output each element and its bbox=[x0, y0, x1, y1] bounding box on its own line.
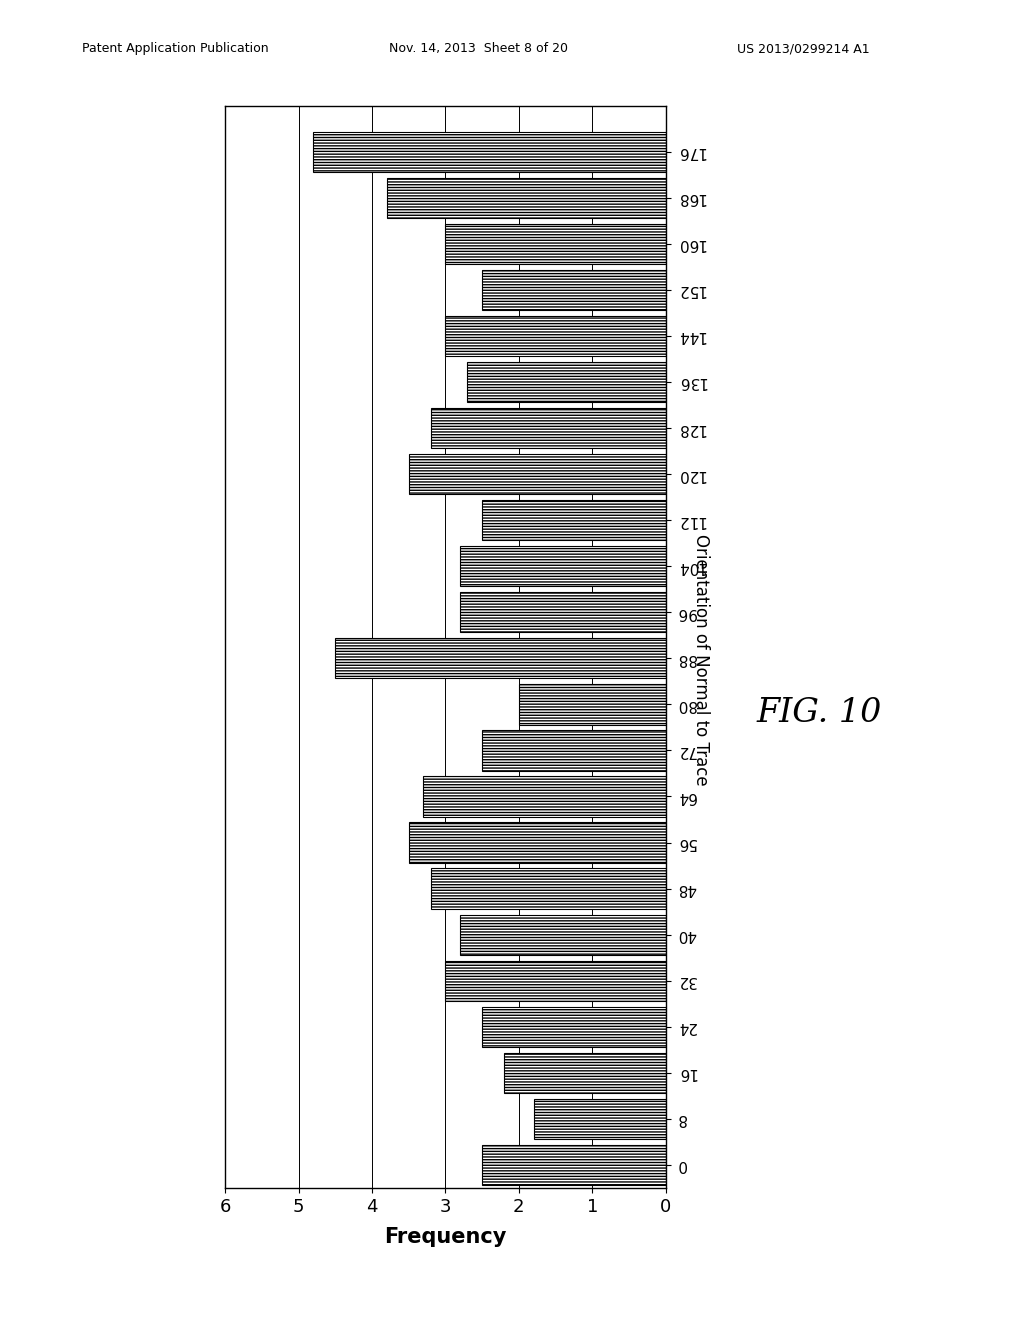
X-axis label: Frequency: Frequency bbox=[384, 1226, 507, 1247]
Text: 16: 16 bbox=[677, 1065, 696, 1080]
Bar bbox=[445, 961, 666, 1001]
Bar bbox=[482, 269, 666, 310]
Text: 160: 160 bbox=[677, 236, 706, 251]
Bar bbox=[336, 638, 666, 678]
Bar bbox=[431, 869, 666, 908]
Bar bbox=[387, 178, 666, 218]
Text: 152: 152 bbox=[677, 282, 706, 297]
Bar bbox=[460, 546, 666, 586]
Text: Patent Application Publication: Patent Application Publication bbox=[82, 42, 268, 55]
Text: 72: 72 bbox=[677, 743, 696, 758]
Text: 80: 80 bbox=[677, 697, 696, 711]
Bar bbox=[409, 822, 666, 863]
Text: 128: 128 bbox=[677, 421, 706, 436]
Bar bbox=[504, 1053, 666, 1093]
Bar bbox=[482, 500, 666, 540]
Bar bbox=[534, 1098, 666, 1139]
Bar bbox=[313, 132, 666, 172]
Bar bbox=[431, 408, 666, 449]
Bar bbox=[460, 593, 666, 632]
Text: 88: 88 bbox=[677, 651, 696, 665]
Bar bbox=[445, 223, 666, 264]
Text: 168: 168 bbox=[677, 190, 706, 205]
Text: 32: 32 bbox=[677, 973, 696, 989]
Text: US 2013/0299214 A1: US 2013/0299214 A1 bbox=[737, 42, 870, 55]
Bar bbox=[482, 730, 666, 771]
Text: 104: 104 bbox=[677, 558, 706, 574]
Bar bbox=[519, 684, 666, 725]
Text: 24: 24 bbox=[677, 1019, 696, 1035]
Bar bbox=[482, 1007, 666, 1047]
Text: 40: 40 bbox=[677, 927, 696, 942]
Text: 64: 64 bbox=[677, 789, 696, 804]
Text: 0: 0 bbox=[677, 1158, 686, 1172]
Text: FIG. 10: FIG. 10 bbox=[757, 697, 882, 729]
Bar bbox=[482, 1144, 666, 1185]
Text: 176: 176 bbox=[677, 144, 706, 160]
Bar bbox=[424, 776, 666, 817]
Bar bbox=[467, 362, 666, 403]
Text: 8: 8 bbox=[677, 1111, 686, 1126]
Text: 136: 136 bbox=[677, 375, 706, 389]
Text: 144: 144 bbox=[677, 329, 706, 343]
Text: 96: 96 bbox=[677, 605, 696, 620]
Text: Nov. 14, 2013  Sheet 8 of 20: Nov. 14, 2013 Sheet 8 of 20 bbox=[389, 42, 568, 55]
Bar bbox=[445, 315, 666, 356]
Text: 56: 56 bbox=[677, 836, 696, 850]
Text: 112: 112 bbox=[677, 512, 706, 528]
Text: 48: 48 bbox=[677, 882, 696, 896]
Text: 120: 120 bbox=[677, 466, 706, 482]
Bar bbox=[460, 915, 666, 954]
Text: Orientation of Normal to Trace: Orientation of Normal to Trace bbox=[692, 535, 711, 785]
Bar bbox=[409, 454, 666, 494]
